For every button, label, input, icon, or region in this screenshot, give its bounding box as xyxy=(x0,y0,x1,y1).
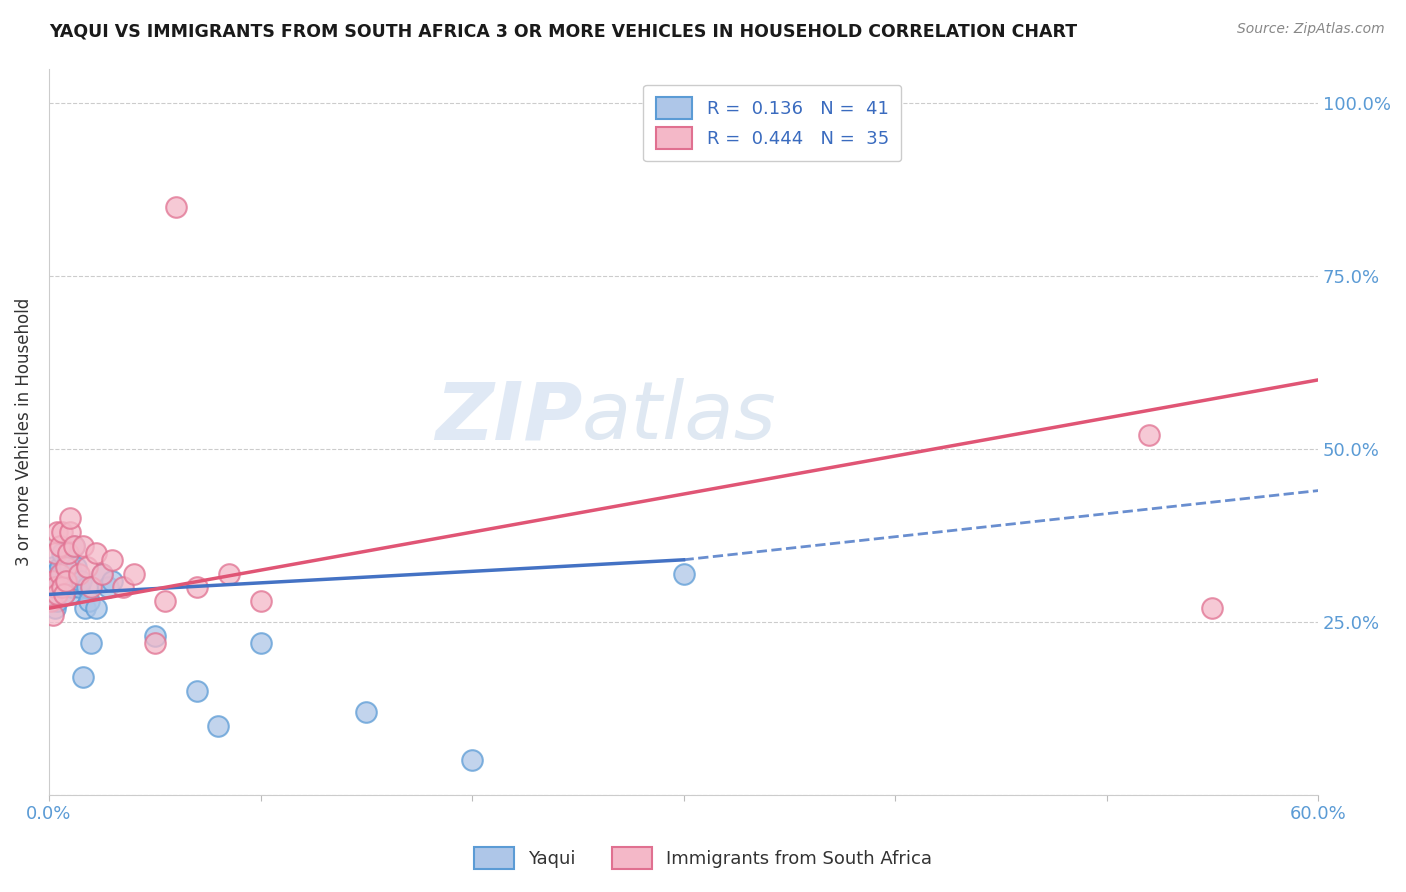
Point xyxy=(44,601,66,615)
Point xyxy=(52,587,75,601)
Text: YAQUI VS IMMIGRANTS FROM SOUTH AFRICA 3 OR MORE VEHICLES IN HOUSEHOLD CORRELATIO: YAQUI VS IMMIGRANTS FROM SOUTH AFRICA 3 … xyxy=(49,22,1077,40)
Point xyxy=(48,566,70,581)
Point xyxy=(111,581,134,595)
Point xyxy=(80,636,103,650)
Point xyxy=(55,566,77,581)
Point xyxy=(60,566,83,581)
Point xyxy=(55,574,77,588)
Point xyxy=(42,587,65,601)
Point xyxy=(101,553,124,567)
Point xyxy=(48,581,70,595)
Point xyxy=(55,581,77,595)
Point xyxy=(72,670,94,684)
Text: ZIP: ZIP xyxy=(434,378,582,457)
Point xyxy=(39,594,62,608)
Point xyxy=(42,574,65,588)
Point xyxy=(84,601,107,615)
Point xyxy=(73,601,96,615)
Point xyxy=(143,636,166,650)
Point xyxy=(60,581,83,595)
Point xyxy=(207,719,229,733)
Point xyxy=(143,629,166,643)
Point xyxy=(51,525,73,540)
Point xyxy=(77,594,100,608)
Point xyxy=(44,546,66,560)
Point xyxy=(39,574,62,588)
Point xyxy=(67,566,90,581)
Point xyxy=(76,581,98,595)
Point xyxy=(42,608,65,623)
Text: atlas: atlas xyxy=(582,378,776,457)
Point xyxy=(461,754,484,768)
Legend: Yaqui, Immigrants from South Africa: Yaqui, Immigrants from South Africa xyxy=(465,838,941,879)
Point xyxy=(1137,428,1160,442)
Point xyxy=(101,574,124,588)
Point xyxy=(59,511,82,525)
Point xyxy=(48,539,70,553)
Point xyxy=(218,566,240,581)
Point xyxy=(186,581,208,595)
Point xyxy=(69,574,91,588)
Point xyxy=(51,566,73,581)
Point xyxy=(56,546,79,560)
Point xyxy=(80,581,103,595)
Point xyxy=(356,705,378,719)
Point xyxy=(59,559,82,574)
Point xyxy=(44,581,66,595)
Point xyxy=(51,546,73,560)
Point xyxy=(249,636,271,650)
Legend: R =  0.136   N =  41, R =  0.444   N =  35: R = 0.136 N = 41, R = 0.444 N = 35 xyxy=(644,85,901,161)
Point xyxy=(249,594,271,608)
Point xyxy=(72,539,94,553)
Point xyxy=(186,684,208,698)
Point xyxy=(55,559,77,574)
Point xyxy=(46,594,69,608)
Point xyxy=(46,581,69,595)
Point xyxy=(52,587,75,601)
Point xyxy=(90,566,112,581)
Point xyxy=(122,566,145,581)
Text: Source: ZipAtlas.com: Source: ZipAtlas.com xyxy=(1237,22,1385,37)
Point xyxy=(42,559,65,574)
Point xyxy=(52,574,75,588)
Point xyxy=(51,581,73,595)
Point xyxy=(56,553,79,567)
Point xyxy=(46,587,69,601)
Point xyxy=(97,581,120,595)
Point xyxy=(165,200,187,214)
Point xyxy=(155,594,177,608)
Point xyxy=(44,566,66,581)
Point xyxy=(84,546,107,560)
Point xyxy=(1201,601,1223,615)
Point xyxy=(56,574,79,588)
Point xyxy=(90,566,112,581)
Point xyxy=(48,559,70,574)
Point xyxy=(65,559,87,574)
Point xyxy=(63,539,86,553)
Point xyxy=(672,566,695,581)
Point xyxy=(59,525,82,540)
Point xyxy=(76,559,98,574)
Point xyxy=(67,581,90,595)
Point xyxy=(46,525,69,540)
Point xyxy=(63,539,86,553)
Point xyxy=(59,587,82,601)
Y-axis label: 3 or more Vehicles in Household: 3 or more Vehicles in Household xyxy=(15,298,32,566)
